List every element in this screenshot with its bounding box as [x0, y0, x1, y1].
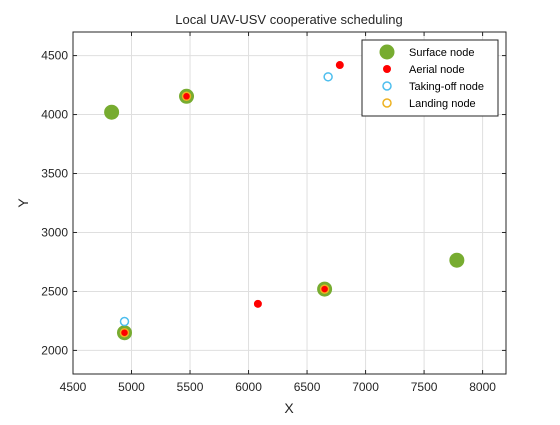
y-tick-label: 2000: [41, 343, 68, 357]
legend-marker-surface-node: [379, 44, 395, 60]
legend-label-aerial-node: Aerial node: [409, 64, 465, 76]
legend-marker-aerial-node: [383, 65, 391, 73]
x-tick-label: 8000: [469, 380, 496, 394]
aerial-node-point: [335, 61, 344, 70]
x-axis-label: X: [284, 400, 294, 416]
legend-label-landing-node: Landing node: [409, 98, 476, 110]
y-axis-label: Y: [15, 198, 31, 208]
y-tick-label: 3000: [41, 225, 68, 239]
surface-node-point: [449, 252, 465, 268]
x-tick-label: 4500: [60, 380, 87, 394]
legend-label-taking-off-node: Taking-off node: [409, 81, 484, 93]
taking-off-node-point: [323, 72, 333, 82]
aerial-node-point: [120, 328, 129, 337]
aerial-node-point: [182, 92, 191, 101]
aerial-node-point: [253, 299, 262, 308]
legend: Surface node Aerial node Taking-off node La…: [361, 39, 499, 117]
x-tick-label: 5000: [118, 380, 145, 394]
data-points: [104, 61, 465, 341]
legend-marker-taking-off-node: [382, 81, 392, 91]
taking-off-node-point: [119, 316, 130, 327]
y-tick-label: 4500: [41, 49, 68, 63]
legend-marker-landing-node: [382, 98, 392, 108]
landing-node-point: [119, 327, 130, 338]
x-tick-label: 5500: [177, 380, 204, 394]
x-tick-label: 7500: [411, 380, 438, 394]
axis-ticks: 4500 5000 5500 6000 6500 7000 7500 8000 2000 2500…: [41, 32, 506, 394]
grid-lines: [73, 32, 506, 374]
x-tick-label: 7000: [352, 380, 379, 394]
y-tick-label: 3500: [41, 167, 68, 181]
plot-area: [72, 31, 507, 375]
y-tick-label: 2500: [41, 284, 68, 298]
y-tick-label: 4000: [41, 108, 68, 122]
chart-title: Local UAV-USV cooperative scheduling: [175, 12, 402, 27]
surface-node-point: [104, 104, 120, 120]
landing-node-point: [181, 91, 192, 102]
legend-label-surface-node: Surface node: [409, 47, 474, 59]
landing-node-point: [319, 284, 330, 294]
aerial-node-point: [320, 285, 329, 294]
x-tick-label: 6500: [294, 380, 321, 394]
x-tick-label: 6000: [235, 380, 262, 394]
